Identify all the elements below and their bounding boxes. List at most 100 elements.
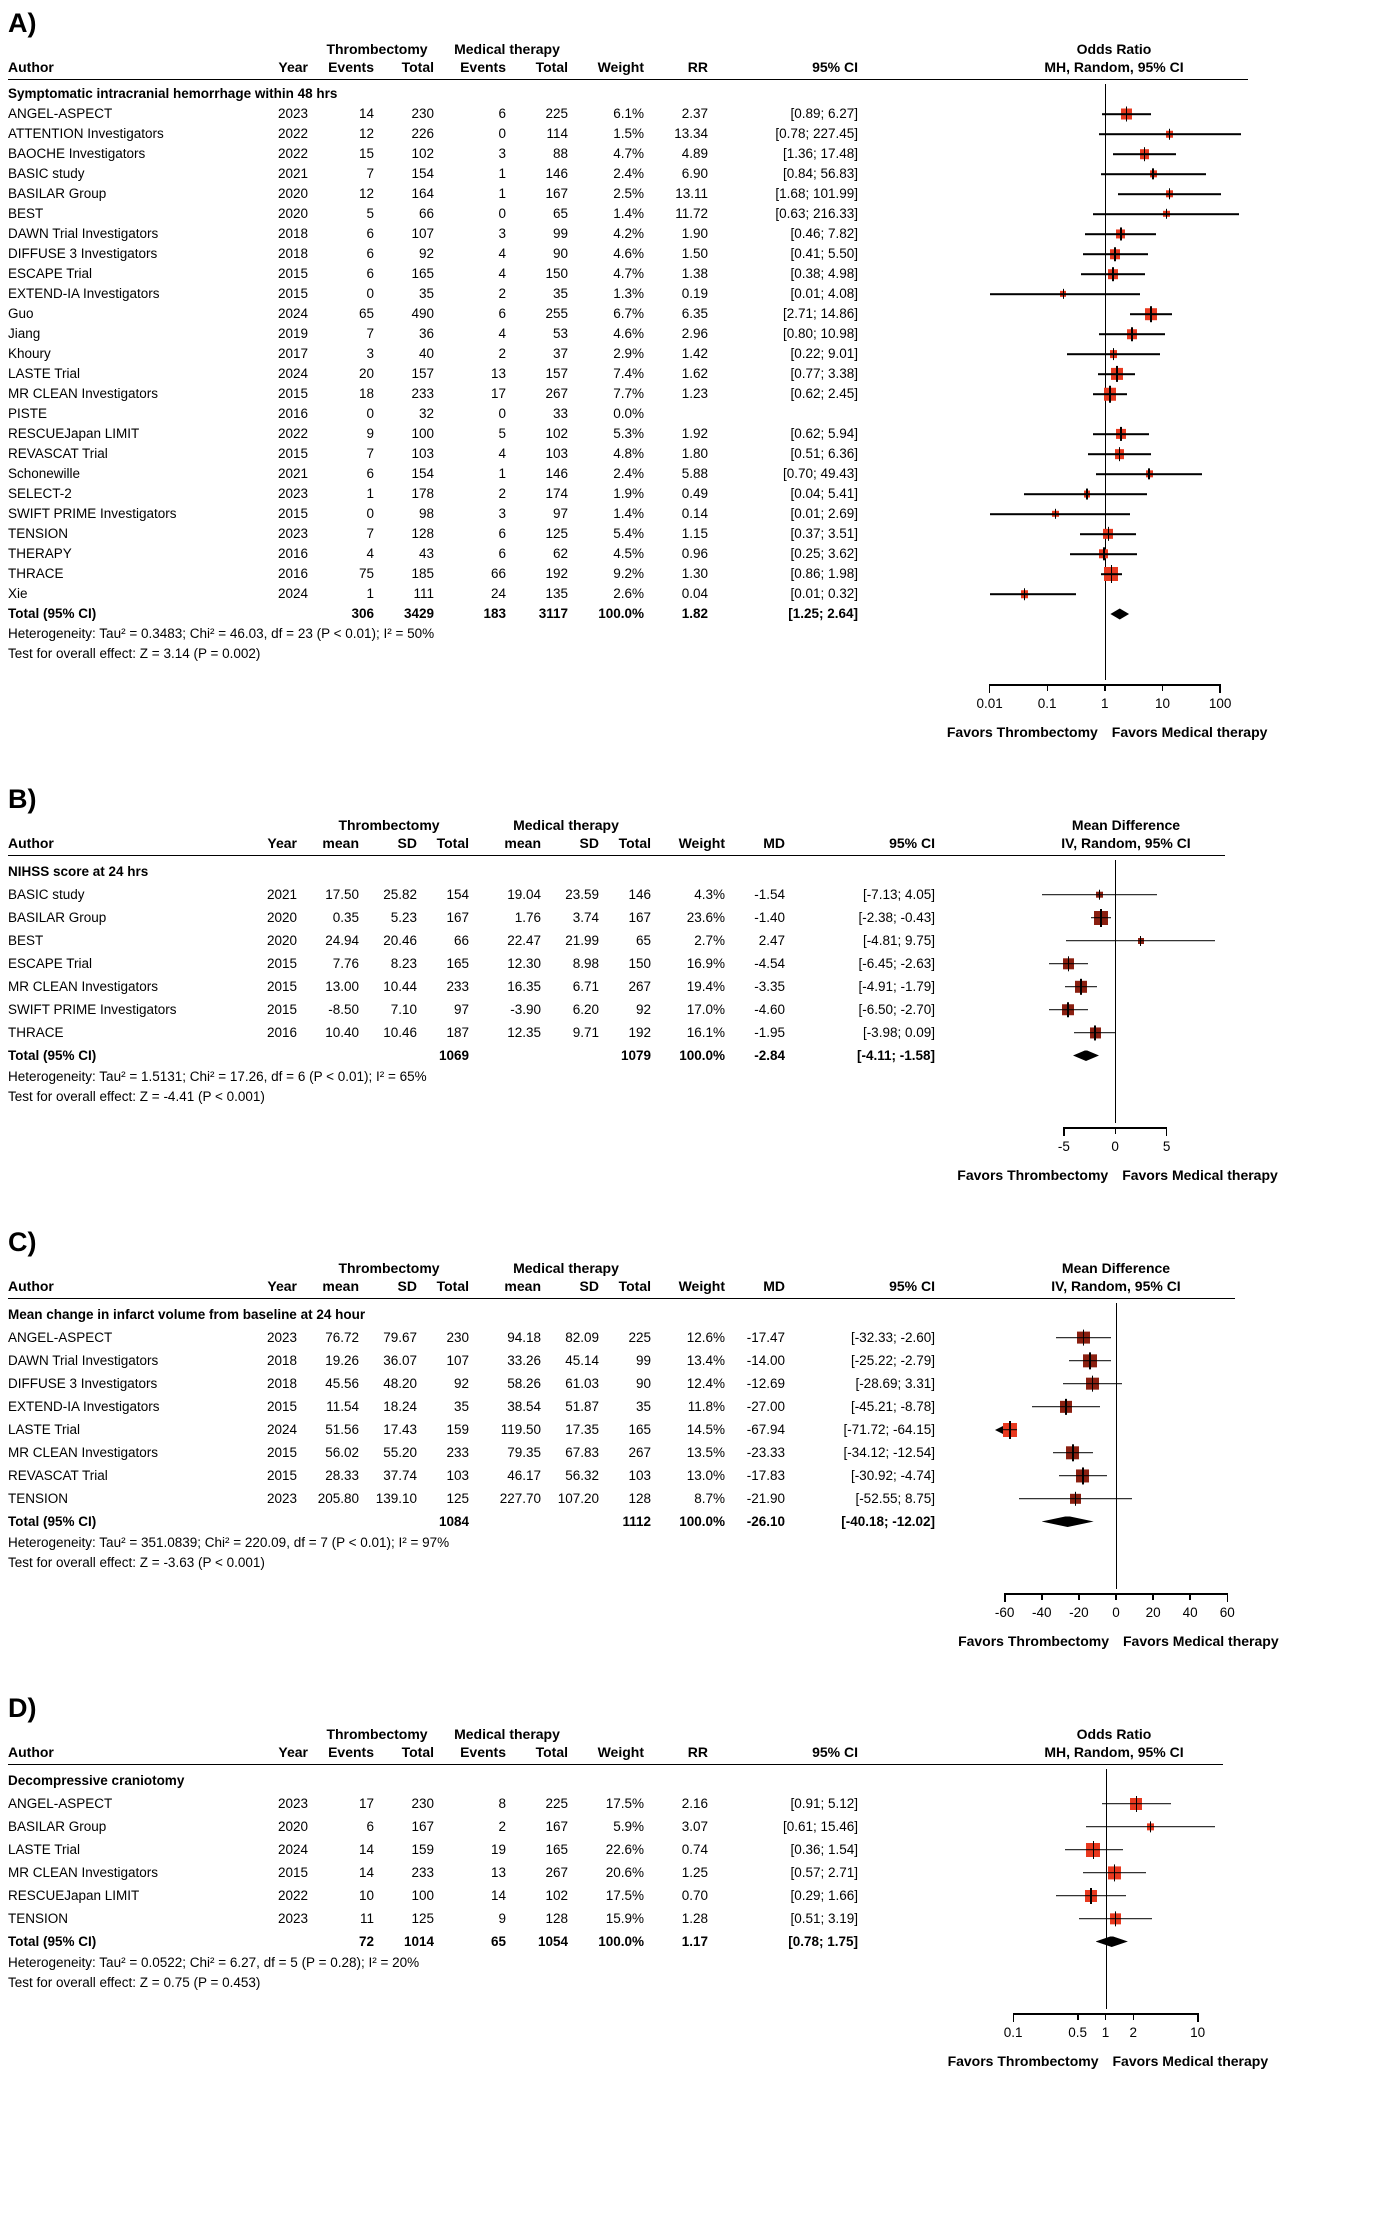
data-cell: 66 — [418, 206, 434, 222]
data-cell: 17.43 — [383, 1421, 417, 1437]
total-label-cell: Total (95% CI) — [8, 1047, 97, 1063]
group-header-thrombectomy: Thrombectomy — [326, 41, 428, 57]
point-estimate-tick — [1116, 365, 1118, 383]
effect-header-wrap: Mean Difference — [941, 816, 1391, 834]
effect-cell: 1.30 — [681, 566, 708, 582]
data-cell: 88 — [552, 146, 568, 162]
ci-line — [1024, 493, 1148, 495]
effect-cell: 13.11 — [675, 186, 708, 202]
ci-cell: [0.78; 1.75] — [788, 1933, 858, 1949]
data-cell: 7.10 — [390, 1001, 417, 1017]
data-cell: 19.26 — [325, 1352, 359, 1368]
year-cell: 2015 — [266, 1001, 297, 1017]
heterogeneity-note: Heterogeneity: Tau² = 0.0522; Chi² = 6.2… — [8, 1954, 420, 1970]
data-cell: 99 — [635, 1352, 651, 1368]
axis-tick — [1161, 684, 1164, 691]
weight-cell: 14.5% — [686, 1421, 725, 1437]
data-cell: 10.44 — [383, 978, 417, 994]
plot-cell — [864, 384, 1364, 404]
data-cell: 1 — [366, 486, 374, 502]
ci-cell: [-6.50; -2.70] — [858, 1001, 935, 1017]
column-header-year: Year — [278, 59, 308, 75]
data-cell: 8 — [498, 1795, 506, 1811]
year-cell: 2023 — [277, 1910, 308, 1926]
column-header-md: MD — [763, 835, 785, 851]
axis: 0.1 0.5 1 2 10 — [864, 2009, 1364, 2051]
plot-cell — [864, 264, 1364, 284]
data-cell: 66 — [453, 932, 469, 948]
effect-cell: -14.00 — [746, 1352, 785, 1368]
data-cell: 1112 — [622, 1513, 651, 1529]
data-cell: 1 — [498, 166, 506, 182]
heterogeneity-note: Heterogeneity: Tau² = 1.5131; Chi² = 17.… — [8, 1068, 427, 1084]
point-estimate-tick — [1131, 327, 1133, 341]
year-cell: 2021 — [277, 466, 308, 482]
plot-cell — [864, 124, 1364, 144]
plot-cell — [941, 1418, 1391, 1441]
data-cell: 165 — [628, 1421, 651, 1437]
data-cell: 102 — [545, 426, 568, 442]
data-cell: 1 — [498, 186, 506, 202]
data-cell: 227.70 — [499, 1490, 541, 1506]
effect-header-line1: Odds Ratio — [1076, 1726, 1152, 1742]
study-row: TENSION 2023 7 128 6 125 5.4% 1.15 [0.37; 3.51] — [8, 524, 1400, 544]
effect-header-line2: IV, Random, 95% CI — [1061, 835, 1191, 851]
data-cell: 11.54 — [326, 1398, 359, 1414]
study-row: ESCAPE Trial 2015 7.76 8.23 165 12.30 8.98 150 1… — [8, 952, 1400, 975]
data-cell: 61.03 — [565, 1375, 599, 1391]
plot-cell — [941, 1533, 1391, 1553]
author-cell: SWIFT PRIME Investigators — [8, 1001, 177, 1017]
ci-cell: [0.86; 1.98] — [790, 566, 858, 582]
column-header-events: Events — [328, 1744, 374, 1760]
favors-row: Favors Thrombectomy Favors Medical therap… — [864, 2051, 1364, 2075]
header-rule — [8, 1298, 1235, 1299]
table-row: Thrombectomy Medical therapy Mean Differen… — [8, 816, 1400, 834]
axis-tick — [1078, 1593, 1080, 1600]
author-cell: PISTE — [8, 406, 48, 422]
plot-cell — [864, 504, 1364, 524]
plot-cell — [941, 1573, 1391, 1589]
study-row: Jiang 2019 7 36 4 53 4.6% 2.96 [0.80; 10.98] — [8, 324, 1400, 344]
effect-cell: 2.47 — [758, 932, 785, 948]
plot-cell — [864, 1769, 1364, 1792]
study-row: ANGEL-ASPECT 2023 76.72 79.67 230 94.18 82.09 2… — [8, 1326, 1400, 1349]
ci-cell: [-32.33; -2.60] — [850, 1329, 935, 1345]
data-cell: 233 — [446, 978, 469, 994]
data-cell: 0 — [366, 406, 374, 422]
study-row: BEST 2020 24.94 20.46 66 22.47 21.99 65 2.7% 2.47… — [8, 929, 1400, 952]
column-header-rr: RR — [687, 1744, 708, 1760]
axis-tick — [1104, 2013, 1107, 2020]
plot-cell — [864, 304, 1364, 324]
table-row: -60 -40 -20 0 20 40 60 — [8, 1589, 1400, 1631]
effect-header-wrap: Odds Ratio — [864, 40, 1364, 58]
data-cell: 37 — [552, 346, 568, 362]
ci-cell: [0.62; 2.45] — [790, 386, 858, 402]
axis-tick — [1114, 1127, 1116, 1134]
data-cell: 14 — [358, 1864, 374, 1880]
group-header-thrombectomy: Thrombectomy — [338, 1260, 440, 1276]
ci-cell: [0.04; 5.41] — [790, 486, 858, 502]
axis-tick — [1197, 2013, 1199, 2022]
plot-cell — [864, 224, 1364, 244]
point-estimate-tick — [1067, 1001, 1069, 1018]
weight-cell: 100.0% — [598, 606, 644, 622]
reference-line — [1115, 1087, 1117, 1107]
year-cell: 2024 — [277, 1841, 308, 1857]
effect-cell: 1.15 — [681, 526, 708, 542]
column-header-total: Total — [436, 1278, 469, 1294]
data-cell: 267 — [628, 1444, 651, 1460]
axis-tick-label: 1 — [1101, 696, 1109, 711]
data-cell: 0 — [366, 506, 374, 522]
axis-tick-label: -40 — [1032, 1605, 1052, 1620]
column-header-sd: SD — [397, 1278, 417, 1294]
header-rule — [8, 79, 1248, 80]
reference-line — [1104, 144, 1107, 164]
axis-tick — [1012, 2013, 1014, 2022]
data-cell: 36.07 — [383, 1352, 417, 1368]
year-cell: 2022 — [277, 146, 308, 162]
axis-tick — [1132, 2013, 1134, 2020]
data-cell: 102 — [545, 1887, 568, 1903]
subgroup-title: Mean change in infarct volume from basel… — [8, 1306, 366, 1322]
data-cell: 53 — [552, 326, 568, 342]
effect-cell: -27.00 — [746, 1398, 785, 1414]
